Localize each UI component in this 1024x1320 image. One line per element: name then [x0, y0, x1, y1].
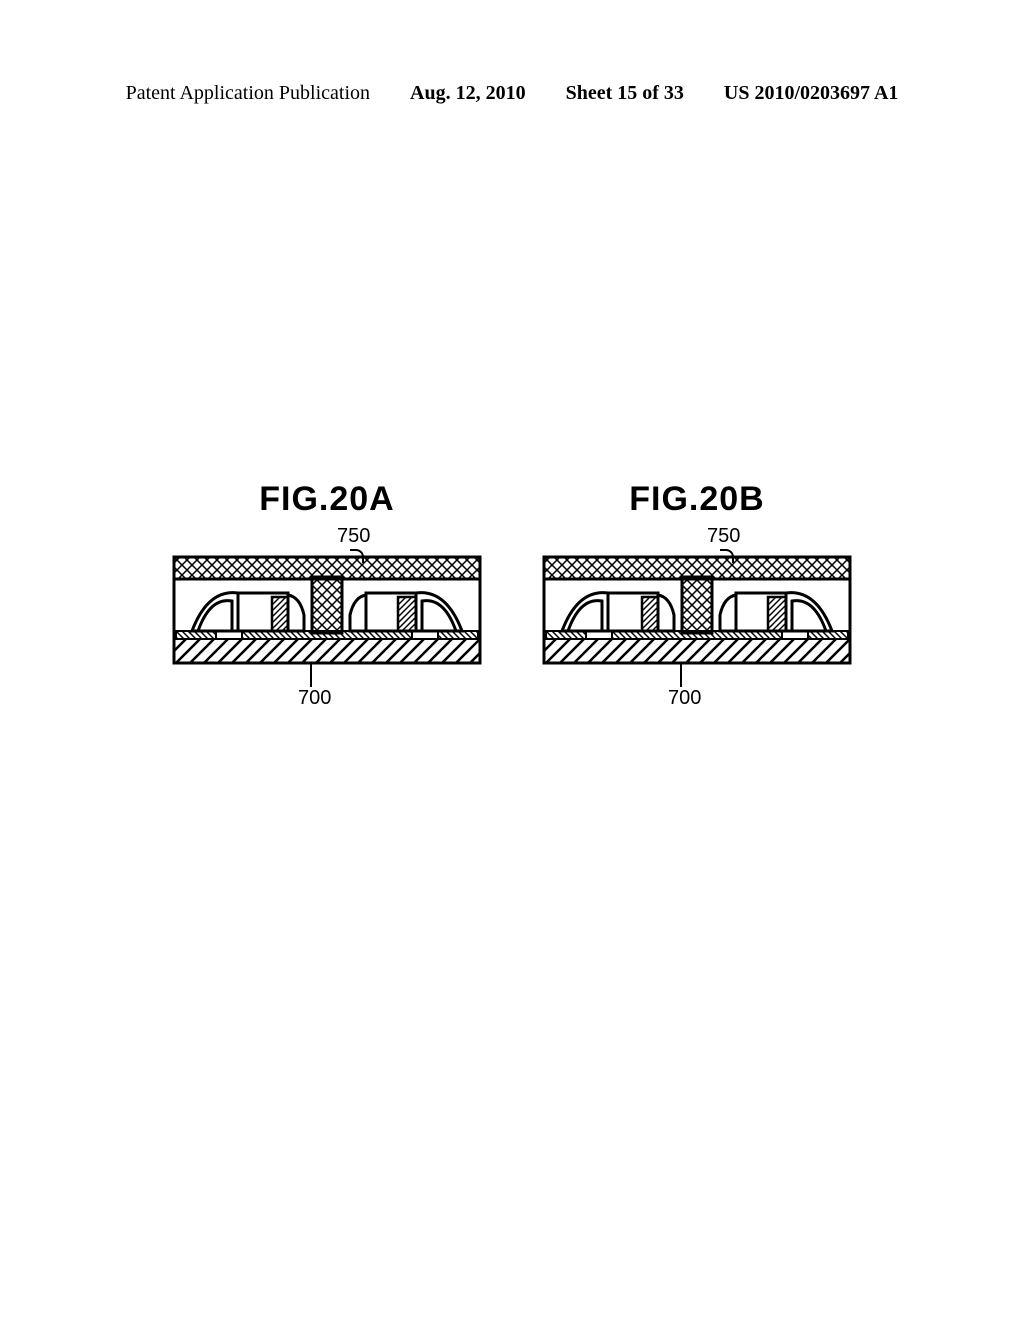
figure-title: FIG.20A	[259, 480, 394, 519]
figure-title: FIG.20B	[629, 480, 764, 519]
pub-no: US 2010/0203697 A1	[724, 82, 898, 105]
figure-20a: FIG.20A 750	[172, 480, 482, 705]
figures-row: FIG.20A 750	[0, 480, 1024, 705]
reference-number-top: 750	[707, 525, 740, 548]
sheet-info: Sheet 15 of 33	[566, 82, 684, 105]
page-header: Patent Application Publication Aug. 12, …	[0, 82, 1024, 105]
reference-number-top: 750	[337, 525, 370, 548]
lead-line-icon	[680, 663, 682, 687]
reference-number-bottom: 700	[668, 687, 701, 710]
cross-section-svg	[542, 555, 852, 665]
cross-section-svg	[172, 555, 482, 665]
lead-line-icon	[310, 663, 312, 687]
reference-number-bottom: 700	[298, 687, 331, 710]
figure-diagram: 750	[542, 555, 852, 705]
pub-date: Aug. 12, 2010	[410, 82, 526, 105]
lead-line-icon	[720, 549, 734, 563]
figure-20b: FIG.20B 750	[542, 480, 852, 705]
figure-diagram: 750	[172, 555, 482, 705]
pub-type: Patent Application Publication	[126, 82, 370, 105]
lead-line-icon	[350, 549, 364, 563]
